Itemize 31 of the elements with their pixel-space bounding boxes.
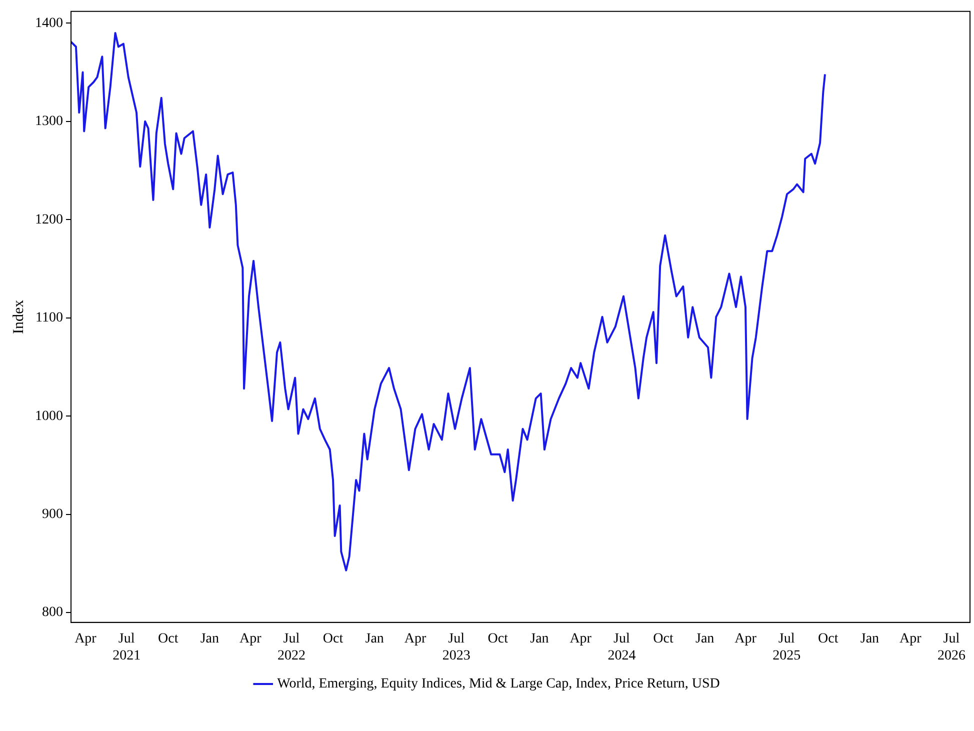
y-tick-label: 1100 xyxy=(36,310,63,326)
x-tick-label: Oct xyxy=(488,631,508,646)
x-tick-label: Jul 2024 xyxy=(608,631,636,664)
x-tick-label: Jul 2022 xyxy=(277,631,306,664)
x-tick-label: Jan xyxy=(860,631,880,646)
x-tick-label: Jan xyxy=(695,631,714,646)
x-tick-label: Jan xyxy=(530,631,549,646)
x-tick-label: Apr xyxy=(734,631,757,646)
y-tick-label: 1300 xyxy=(35,114,63,130)
x-tick-label: Jul 2021 xyxy=(112,631,141,664)
x-tick-label: Apr xyxy=(239,631,262,646)
x-tick-label: Apr xyxy=(570,631,592,646)
x-tick-label: Oct xyxy=(158,631,178,646)
y-tick-label: 800 xyxy=(42,605,63,620)
x-tick-label: Apr xyxy=(899,631,922,646)
x-tick-label: Apr xyxy=(74,631,97,646)
y-tick-label: 1400 xyxy=(35,16,63,31)
x-tick-label: Jul 2026 xyxy=(937,631,966,664)
x-tick-label: Oct xyxy=(322,631,344,646)
x-tick-label: Jul 2023 xyxy=(442,631,470,664)
x-tick-label: Oct xyxy=(653,631,674,646)
x-tick-label: Jan xyxy=(365,631,384,646)
y-tick-label: 1000 xyxy=(35,408,63,424)
legend-label: World, Emerging, Equity Indices, Mid & Large Cap, Index, Price Return, USD xyxy=(277,676,720,692)
x-tick-label: Jul 2025 xyxy=(772,631,801,664)
x-tick-label: Apr xyxy=(404,631,426,646)
y-tick-label: 900 xyxy=(42,507,63,522)
y-tick-label: 1200 xyxy=(35,212,63,228)
y-axis-title: Index xyxy=(10,299,27,334)
x-tick-label: Jan xyxy=(200,631,220,646)
x-tick-label: Oct xyxy=(818,631,838,646)
